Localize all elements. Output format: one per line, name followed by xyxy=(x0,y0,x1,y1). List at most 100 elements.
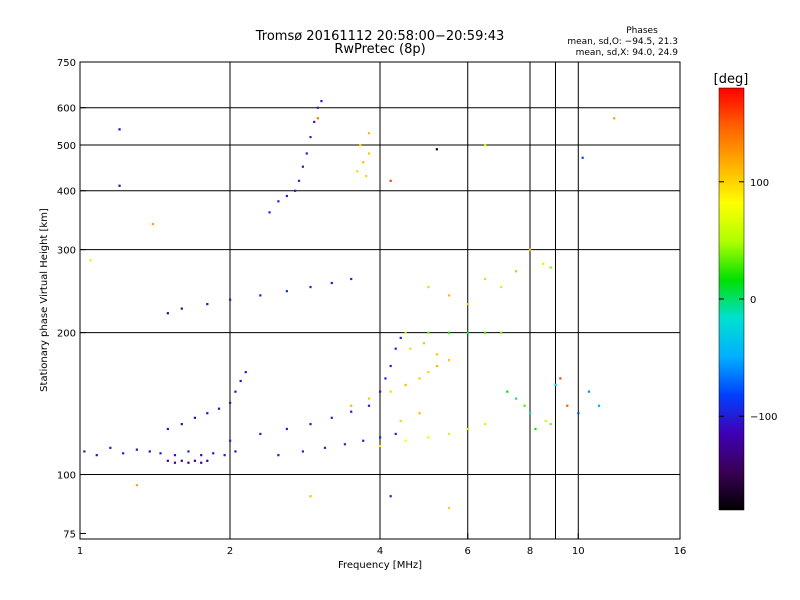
data-point xyxy=(350,277,353,281)
x-tick-label: 2 xyxy=(227,546,233,557)
data-point xyxy=(350,404,353,407)
data-point xyxy=(206,412,209,415)
data-point xyxy=(394,347,397,350)
data-point xyxy=(534,427,537,431)
data-point xyxy=(466,303,469,306)
data-point xyxy=(285,290,288,293)
colorbar-tick-label: 0 xyxy=(750,295,756,306)
data-point xyxy=(427,371,430,374)
data-point xyxy=(367,152,371,155)
data-point xyxy=(122,452,125,455)
data-point xyxy=(422,342,426,345)
data-point xyxy=(316,117,319,120)
data-point xyxy=(83,450,86,453)
phases-header: Phases xyxy=(626,26,658,36)
data-point xyxy=(166,427,169,431)
data-point xyxy=(542,262,545,265)
data-point xyxy=(379,390,382,393)
data-point xyxy=(151,222,155,226)
y-tick-label: 500 xyxy=(57,141,76,152)
data-point xyxy=(544,419,547,423)
data-point xyxy=(212,452,215,455)
data-point xyxy=(506,390,509,393)
data-point xyxy=(362,439,365,442)
colorbar-tick-label: −100 xyxy=(750,412,777,423)
data-point xyxy=(200,454,203,457)
data-point xyxy=(587,390,591,393)
data-point xyxy=(268,211,271,214)
data-point xyxy=(187,461,190,464)
data-point xyxy=(484,144,487,147)
data-point xyxy=(597,404,601,407)
colorbar-label: [deg] xyxy=(714,72,749,87)
data-point xyxy=(95,454,98,457)
data-point xyxy=(447,358,451,362)
data-point xyxy=(529,248,532,251)
data-point xyxy=(217,407,221,410)
data-point xyxy=(484,331,487,334)
data-point xyxy=(399,336,402,340)
data-point xyxy=(379,444,382,448)
data-point xyxy=(404,383,407,387)
x-axis-label: Frequency [MHz] xyxy=(338,560,422,571)
data-point xyxy=(285,427,288,431)
y-axis: 75 100 200 300 400 500 600 750 xyxy=(57,58,86,540)
data-point xyxy=(206,303,209,306)
x-axis: 1 2 4 6 8 10 16 xyxy=(77,533,686,557)
data-point xyxy=(394,432,397,436)
data-point xyxy=(435,353,438,356)
data-point xyxy=(427,436,430,439)
data-point xyxy=(447,432,451,436)
data-point xyxy=(118,128,121,131)
data-point xyxy=(500,285,503,289)
phases-line-x: mean, sd,X: 94.0, 24.9 xyxy=(576,48,679,58)
data-point xyxy=(239,379,242,383)
data-point xyxy=(229,298,232,301)
x-tick-label: 4 xyxy=(377,546,383,557)
data-point xyxy=(409,347,412,350)
data-point xyxy=(166,312,169,315)
data-point xyxy=(418,412,421,415)
data-point xyxy=(367,397,371,400)
data-point xyxy=(148,450,151,453)
data-point xyxy=(435,364,438,368)
data-point xyxy=(229,401,232,404)
x-tick-label: 6 xyxy=(465,546,471,557)
data-point xyxy=(277,200,280,203)
data-point xyxy=(435,148,438,151)
y-tick-label: 400 xyxy=(57,187,76,198)
data-point xyxy=(447,294,451,297)
data-point xyxy=(301,165,305,168)
data-point xyxy=(559,377,562,380)
data-point xyxy=(350,410,353,413)
phases-line-o: mean, sd,O: −94.5, 21.3 xyxy=(567,37,678,47)
y-tick-label: 300 xyxy=(57,246,76,257)
data-point xyxy=(223,454,226,457)
data-point xyxy=(447,506,451,510)
grid-lines xyxy=(80,62,680,539)
data-point xyxy=(180,423,183,426)
data-point xyxy=(118,184,121,187)
data-point xyxy=(399,419,402,423)
data-point xyxy=(389,179,392,182)
y-axis-label: Stationary phase Virtual Height [km] xyxy=(39,208,50,392)
data-point xyxy=(566,404,569,407)
data-point xyxy=(259,294,262,297)
x-tick-label: 1 xyxy=(77,546,83,557)
data-point xyxy=(159,452,162,455)
data-point xyxy=(466,427,469,431)
data-point xyxy=(309,285,312,289)
data-point xyxy=(389,495,392,498)
data-point xyxy=(529,412,532,415)
chart-subtitle: RwPretec (8p) xyxy=(334,42,425,57)
data-point xyxy=(244,371,247,374)
data-point xyxy=(305,152,308,155)
data-point xyxy=(309,423,312,426)
data-point xyxy=(277,454,280,457)
data-point xyxy=(330,281,333,285)
y-tick-label: 750 xyxy=(57,58,76,69)
data-points xyxy=(83,99,616,510)
data-point xyxy=(367,132,371,135)
data-point xyxy=(234,450,237,453)
